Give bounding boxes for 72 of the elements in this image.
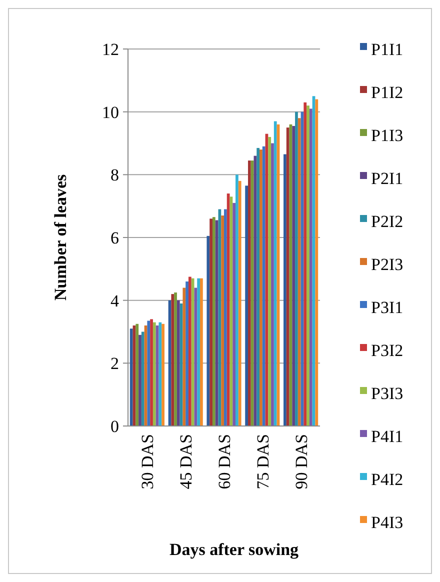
y-tick-label: 4 (110, 291, 120, 310)
y-tick-label: 10 (102, 102, 119, 122)
bar (306, 106, 310, 426)
bar (210, 218, 212, 426)
legend-label: P3I1 (371, 298, 404, 317)
bar (221, 216, 224, 426)
x-tick-label: 45 DAS (176, 434, 196, 490)
bar (200, 278, 203, 426)
bar (248, 160, 251, 426)
legend-label: P4I3 (371, 512, 404, 532)
bar (309, 108, 312, 426)
y-tick-label: 6 (110, 228, 119, 248)
y-tick-label: 2 (110, 354, 119, 374)
bar (238, 180, 242, 426)
bar (260, 150, 262, 426)
bar (268, 136, 272, 426)
bar (197, 278, 200, 426)
bar (250, 160, 254, 426)
legend-label: P2I3 (371, 254, 404, 274)
bar (315, 99, 318, 426)
bar (147, 320, 150, 426)
bar (138, 334, 142, 426)
bar (262, 146, 266, 426)
bar (176, 300, 180, 426)
x-tick-label: 90 DAS (292, 434, 311, 490)
bar (232, 202, 236, 426)
x-tick-label: 60 DAS (214, 434, 234, 490)
bar (194, 288, 198, 426)
bar (152, 322, 156, 426)
bar (284, 154, 286, 426)
bar (271, 143, 274, 426)
bar (136, 324, 139, 426)
legend-label: P1I2 (371, 82, 404, 102)
bar (218, 209, 222, 426)
y-tick-label: 8 (110, 166, 119, 185)
bar (292, 126, 296, 426)
bar (182, 288, 186, 426)
y-axis-title: Number of leaves (51, 174, 70, 301)
bar (188, 276, 192, 426)
bar (298, 118, 301, 426)
bar (158, 322, 162, 426)
bar (162, 324, 164, 426)
bar (295, 112, 298, 426)
x-tick-label: 75 DAS (253, 434, 272, 490)
bar (212, 217, 216, 426)
y-tick-label: 12 (102, 40, 119, 59)
legend-label: P1I1 (371, 40, 404, 59)
bar (150, 319, 153, 426)
bar (186, 281, 188, 426)
bar (206, 236, 210, 426)
y-tick-label: 0 (110, 416, 119, 436)
bar (286, 128, 290, 426)
bar (224, 209, 227, 426)
bar (171, 294, 174, 426)
bar (130, 328, 133, 426)
bar (141, 332, 144, 426)
bar (274, 121, 277, 426)
x-tick-label: 30 DAS (138, 434, 158, 490)
bar (304, 102, 307, 426)
legend-label: P2I2 (371, 212, 404, 231)
legend-label: P3I2 (371, 340, 404, 360)
legend-label: P4I2 (371, 470, 404, 489)
legend-label: P4I1 (371, 426, 404, 446)
bar (226, 194, 230, 426)
bar (236, 174, 238, 426)
x-axis-title: Days after sowing (169, 540, 300, 559)
bar (256, 148, 260, 426)
legend-label: P1I3 (371, 126, 404, 145)
bar (245, 186, 248, 426)
legend-label: P3I3 (371, 384, 404, 403)
bar (174, 292, 177, 426)
legend-label: P2I1 (371, 168, 404, 188)
